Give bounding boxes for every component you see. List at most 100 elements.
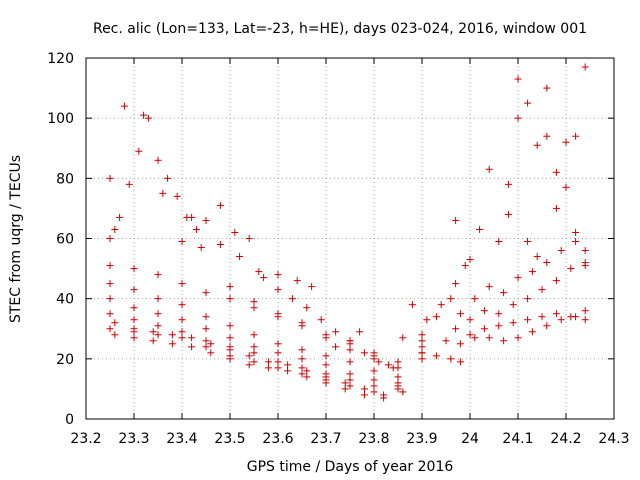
axes: 23.2 23.3 23.4 23.5 23.6 23.7 23.8 23.9 24 24.1 24… — [47, 51, 629, 447]
data-point — [543, 132, 551, 140]
data-points — [106, 63, 589, 402]
x-tick-label: 23.6 — [262, 431, 293, 447]
data-point — [552, 168, 560, 176]
data-point — [231, 228, 239, 236]
data-point — [106, 280, 114, 288]
y-tick-label: 60 — [56, 232, 74, 248]
data-point — [207, 349, 215, 357]
data-point — [581, 63, 589, 71]
y-tick-label: 80 — [56, 171, 74, 187]
x-tick-label: 24.2 — [550, 431, 581, 447]
data-point — [250, 358, 258, 366]
data-point — [245, 361, 253, 369]
data-point — [528, 328, 536, 336]
data-point — [495, 310, 503, 318]
data-point — [418, 355, 426, 363]
data-point — [154, 322, 162, 330]
data-point — [360, 385, 368, 393]
x-tick-label: 23.2 — [70, 431, 101, 447]
data-point — [370, 376, 378, 384]
data-point — [274, 349, 282, 357]
data-point — [408, 301, 416, 309]
data-point — [322, 331, 330, 339]
data-point — [250, 331, 258, 339]
data-point — [423, 316, 431, 324]
data-point — [360, 349, 368, 357]
data-point — [111, 319, 119, 327]
y-tick-label: 120 — [47, 51, 74, 67]
data-point — [581, 247, 589, 255]
data-point — [456, 310, 464, 318]
data-point — [202, 325, 210, 333]
data-point — [322, 373, 330, 381]
data-point — [303, 304, 311, 312]
data-point — [524, 316, 532, 324]
data-point — [135, 147, 143, 155]
data-point — [389, 364, 397, 372]
data-point — [226, 295, 234, 303]
data-point — [149, 337, 157, 345]
data-point — [130, 265, 138, 273]
data-point — [456, 340, 464, 348]
data-point — [480, 325, 488, 333]
data-point — [245, 352, 253, 360]
data-point — [500, 337, 508, 345]
data-point — [308, 283, 316, 291]
x-axis-label: GPS time / Days of year 2016 — [247, 459, 454, 475]
data-point — [509, 301, 517, 309]
data-point — [188, 213, 196, 221]
data-point — [360, 391, 368, 399]
data-point — [236, 253, 244, 261]
data-point — [274, 271, 282, 279]
y-tick-label: 20 — [56, 352, 74, 368]
data-point — [322, 361, 330, 369]
data-point — [514, 274, 522, 282]
data-point — [557, 247, 565, 255]
data-point — [192, 225, 200, 233]
data-point — [572, 238, 580, 246]
data-point — [154, 156, 162, 164]
data-point — [106, 235, 114, 242]
data-point — [255, 268, 263, 276]
data-point — [226, 322, 234, 330]
data-point — [394, 385, 402, 393]
x-tick-label: 23.9 — [406, 431, 437, 447]
data-point — [106, 325, 114, 333]
data-point — [303, 373, 311, 381]
y-tick-label: 100 — [47, 111, 74, 127]
data-point — [528, 268, 536, 276]
data-point — [485, 165, 493, 173]
data-point — [293, 277, 301, 285]
data-point — [418, 331, 426, 339]
data-point — [514, 114, 522, 122]
data-point — [432, 352, 440, 360]
data-point — [399, 388, 407, 396]
data-point — [274, 358, 282, 366]
data-point — [572, 228, 580, 236]
data-point — [202, 289, 210, 297]
data-point — [370, 388, 378, 396]
data-point — [298, 319, 306, 327]
x-tick-label: 23.7 — [310, 431, 341, 447]
data-point — [581, 307, 589, 315]
x-tick-label: 23.5 — [214, 431, 245, 447]
data-point — [168, 340, 176, 348]
data-point — [260, 274, 268, 282]
data-point — [264, 358, 272, 366]
data-point — [106, 295, 114, 303]
data-point — [188, 334, 196, 342]
data-point — [130, 316, 138, 324]
data-point — [317, 316, 325, 324]
data-point — [154, 295, 162, 303]
data-point — [509, 319, 517, 327]
data-point — [485, 283, 493, 291]
data-point — [346, 337, 354, 345]
data-point — [384, 361, 392, 369]
data-point — [130, 334, 138, 342]
data-point — [168, 331, 176, 339]
data-point — [447, 355, 455, 363]
data-point — [500, 289, 508, 297]
data-point — [322, 379, 330, 387]
data-point — [125, 180, 133, 188]
data-point — [370, 367, 378, 375]
